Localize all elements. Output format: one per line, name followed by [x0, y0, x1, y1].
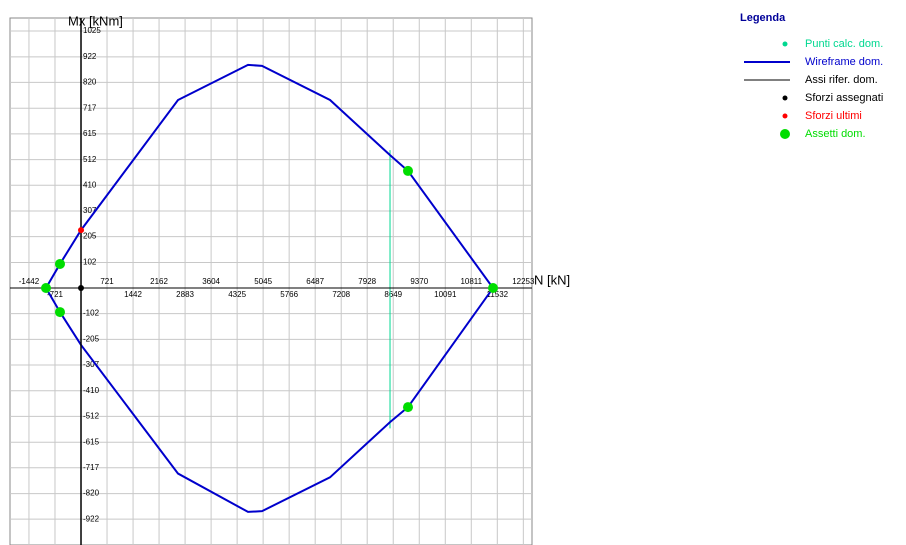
legend-marker	[782, 95, 788, 101]
x-tick-label: -1442	[19, 277, 40, 286]
legend-label: Wireframe dom.	[805, 56, 883, 68]
y-tick-label: -922	[83, 514, 100, 523]
x-tick-label: 7208	[332, 290, 350, 299]
y-tick-label: 1025	[83, 26, 101, 35]
x-tick-label: 7928	[358, 277, 376, 286]
x-tick-label: 1442	[124, 290, 142, 299]
y-tick-label: -102	[83, 309, 100, 318]
grid: -1442 -721 721 1442 2162 2883 3604 4325 5045 5766…	[10, 18, 535, 545]
x-tick-label: 4325	[228, 290, 246, 299]
legend-marker	[780, 129, 790, 139]
legend: Punti calc. dom. Wireframe dom. Assi rifer…	[744, 38, 883, 140]
point	[54, 258, 65, 269]
y-tick-label: 512	[83, 155, 97, 164]
y-tick-label: -205	[83, 335, 100, 344]
legend-label: Sforzi ultimi	[805, 110, 862, 122]
point	[54, 307, 65, 318]
y-tick-label: 410	[83, 180, 97, 189]
y-tick-label: 205	[83, 232, 97, 241]
y-tick-label: -717	[83, 463, 100, 472]
legend-marker	[782, 41, 788, 47]
x-tick-label: 9370	[410, 277, 428, 286]
point	[40, 283, 51, 294]
y-tick-label: 102	[83, 258, 97, 267]
y-tick-label: -307	[83, 360, 100, 369]
x-tick-label: 10811	[460, 277, 482, 286]
x-tick-label: 11532	[486, 290, 508, 299]
y-tick-label: 615	[83, 129, 97, 138]
x-tick-label: 3604	[202, 277, 220, 286]
y-tick-label: 307	[83, 206, 97, 215]
x-tick-label: -721	[47, 290, 64, 299]
x-tick-label: 2162	[150, 277, 168, 286]
y-tick-label: -512	[83, 411, 100, 420]
x-tick-label: 12253	[512, 277, 535, 286]
point	[488, 283, 499, 294]
point	[78, 285, 85, 292]
legend-title: Legenda	[740, 12, 786, 24]
x-tick-label: 6487	[306, 277, 324, 286]
y-tick-label: -410	[83, 386, 100, 395]
legend-label: Assetti dom.	[805, 128, 866, 140]
x-tick-label: 721	[100, 277, 114, 286]
y-axis-label: Mx [kNm]	[68, 13, 123, 28]
x-tick-label: 10091	[434, 290, 457, 299]
point	[402, 165, 413, 176]
legend-label: Sforzi assegnati	[805, 92, 883, 104]
y-tick-label: -820	[83, 489, 100, 498]
y-tick-label: -615	[83, 437, 100, 446]
y-tick-label: 820	[83, 78, 97, 87]
legend-label: Assi rifer. dom.	[805, 74, 878, 86]
x-axis-label: N [kN]	[534, 272, 570, 287]
legend-label: Punti calc. dom.	[805, 38, 883, 50]
point	[402, 402, 413, 413]
y-tick-label: 922	[83, 52, 97, 61]
x-tick-label: 5045	[254, 277, 272, 286]
y-tick-label: 717	[83, 103, 97, 112]
point	[78, 227, 85, 234]
legend-marker	[782, 113, 788, 119]
x-tick-label: 5766	[280, 290, 298, 299]
x-tick-label: 2883	[176, 290, 194, 299]
x-tick-label: 8649	[384, 290, 402, 299]
marks	[10, 18, 532, 545]
